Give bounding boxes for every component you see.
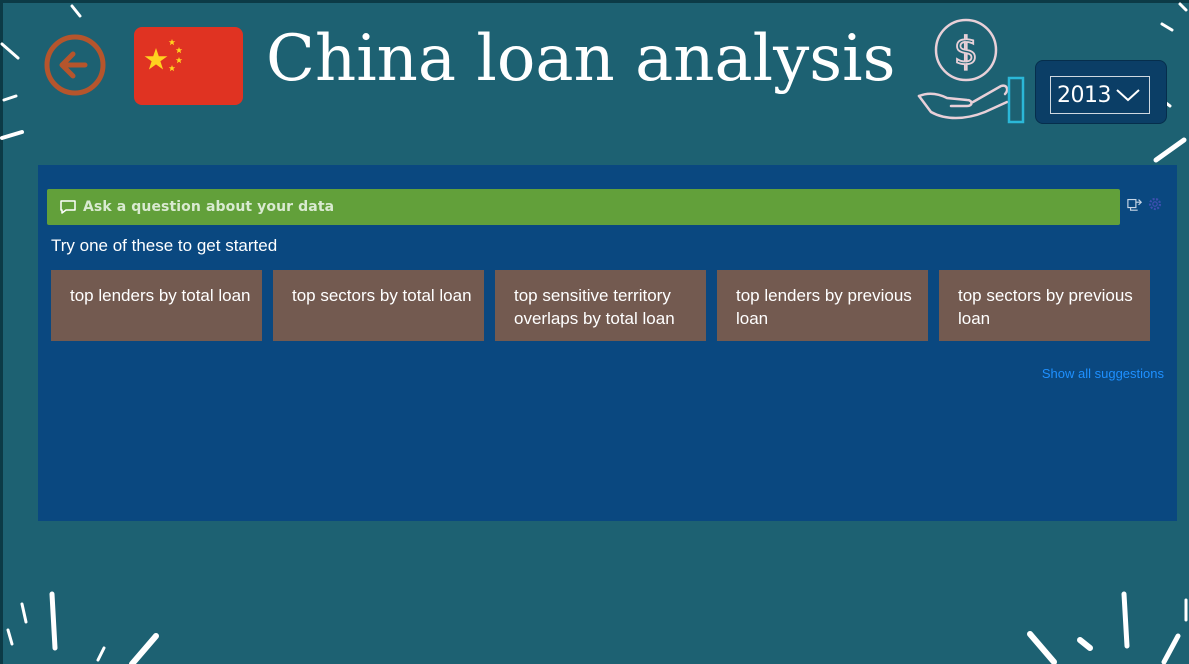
qa-toolbar — [1127, 196, 1163, 212]
top-border — [0, 0, 1189, 3]
show-all-suggestions-link[interactable]: Show all suggestions — [1041, 366, 1164, 381]
suggestion-button[interactable]: top lenders by total loan — [51, 270, 262, 341]
chevron-down-icon — [1116, 89, 1140, 102]
year-filter-card: 2013 — [1035, 60, 1167, 124]
left-border — [0, 0, 3, 664]
qa-panel: Ask a question about your data Try one o… — [38, 165, 1177, 521]
suggestion-button[interactable]: top sensitive territory overlaps by tota… — [495, 270, 706, 341]
chat-bubble-icon — [59, 199, 77, 215]
suggestions-heading: Try one of these to get started — [51, 236, 278, 255]
suggestion-button[interactable]: top sectors by previous loan — [939, 270, 1150, 341]
year-dropdown-value: 2013 — [1057, 82, 1112, 108]
qa-placeholder: Ask a question about your data — [83, 199, 335, 215]
hand-holding-dollar-icon: $ — [915, 16, 1030, 128]
arrow-left-circle-icon — [44, 34, 106, 96]
year-dropdown[interactable]: 2013 — [1050, 76, 1150, 114]
back-button[interactable] — [43, 33, 107, 97]
convert-visual-icon[interactable] — [1127, 196, 1143, 212]
china-flag-icon — [134, 27, 243, 105]
suggestion-list: top lenders by total loan top sectors by… — [51, 270, 1150, 341]
gear-icon[interactable] — [1147, 196, 1163, 212]
suggestion-button[interactable]: top lenders by previous loan — [717, 270, 928, 341]
suggestion-button[interactable]: top sectors by total loan — [273, 270, 484, 341]
svg-text:$: $ — [954, 29, 978, 73]
page-title: China loan analysis — [266, 22, 896, 96]
qa-search-input[interactable]: Ask a question about your data — [47, 189, 1120, 225]
